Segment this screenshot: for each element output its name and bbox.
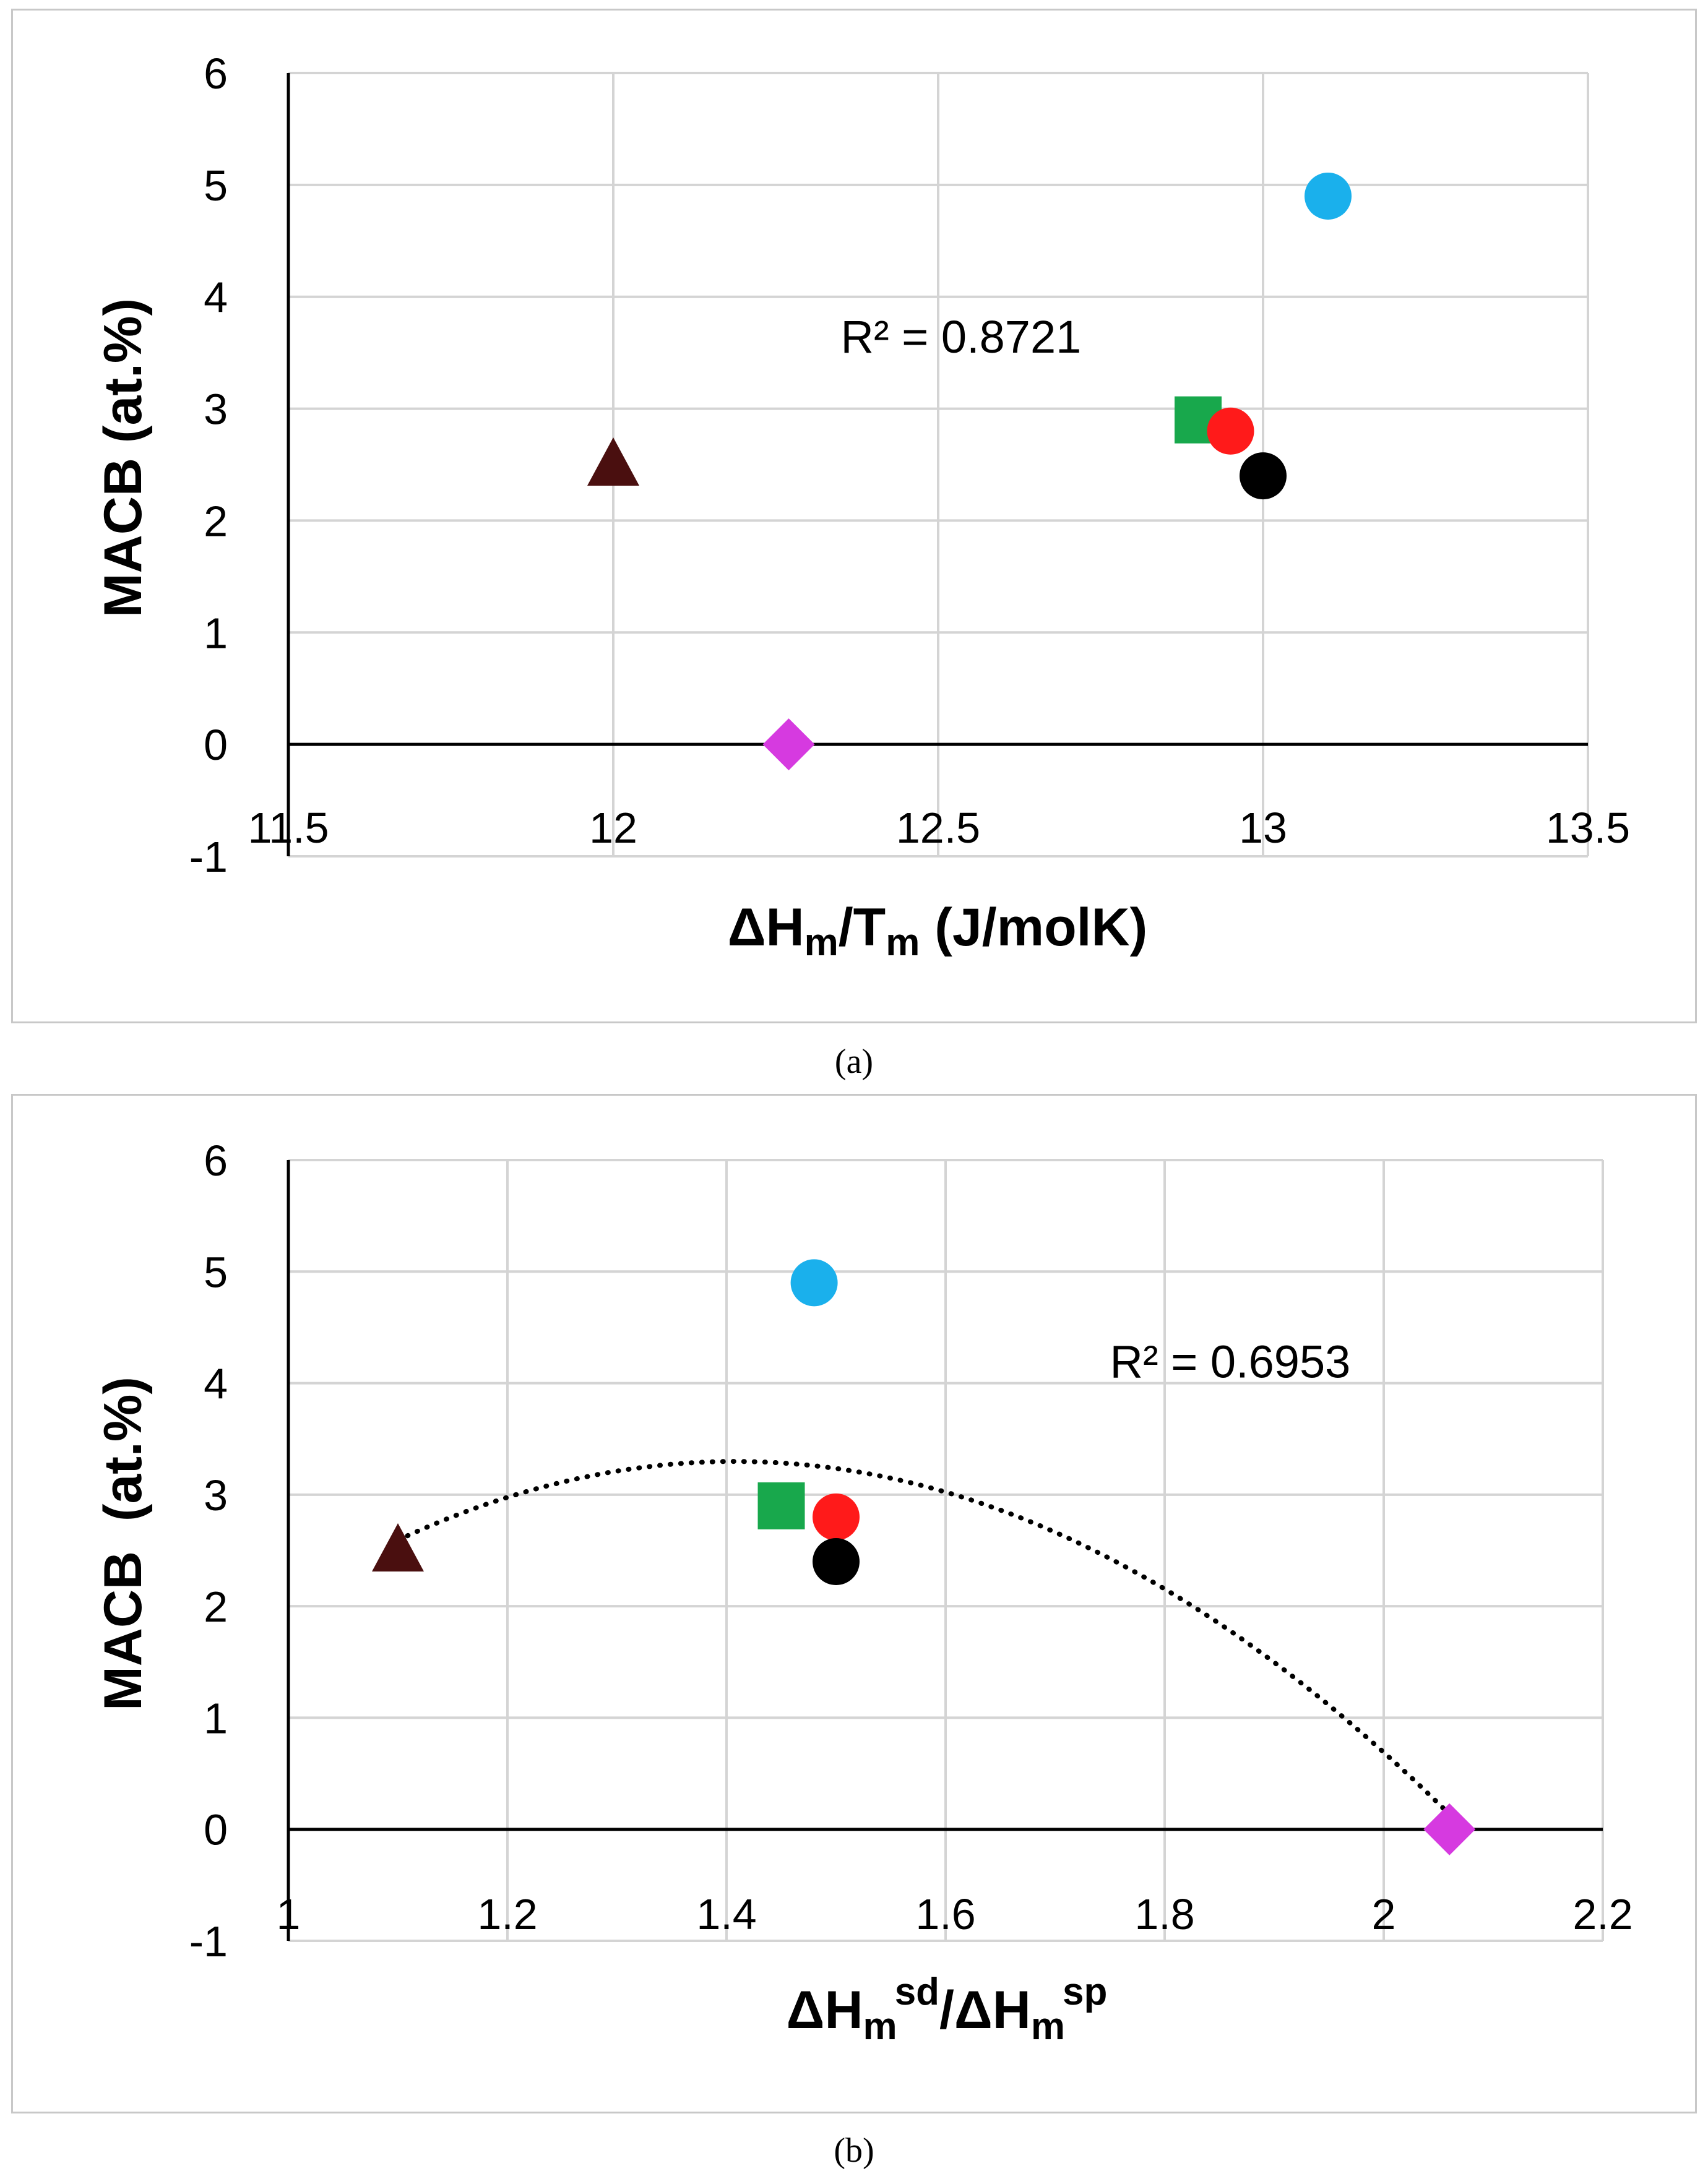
panel-label-b: (b) bbox=[834, 2131, 874, 2170]
y-tick-label-1: 0 bbox=[204, 1806, 228, 1854]
y-tick-label-6: 5 bbox=[204, 1248, 228, 1296]
y-tick-label-7: 6 bbox=[204, 1137, 228, 1185]
chart-b-grid bbox=[287, 1159, 1604, 1942]
y-tick-label-4: 3 bbox=[204, 385, 228, 434]
chart-a-xlabel-main: ΔH bbox=[728, 898, 804, 957]
y-tick-label-5: 4 bbox=[204, 273, 228, 322]
data-point-diamond-1 bbox=[762, 718, 815, 771]
data-point-diamond-1 bbox=[1423, 1803, 1476, 1855]
x-tick-label-2: 12.5 bbox=[896, 804, 980, 852]
x-tick-label-5: 2 bbox=[1372, 1890, 1396, 1938]
x-tick-label-6: 2.2 bbox=[1572, 1890, 1633, 1938]
chart-b-tick-labels: 1 1.2 1.4 1.6 1.8 2 2.2 -1 0 1 2 3 4 5 6 bbox=[189, 1137, 1633, 1966]
data-point-circle-5 bbox=[1305, 172, 1352, 220]
x-tick-label-3: 1.6 bbox=[915, 1890, 975, 1938]
chart-b: 1 1.2 1.4 1.6 1.8 2 2.2 -1 0 1 2 3 4 5 6 R² = 0.6953 M… bbox=[93, 1137, 1633, 2048]
data-point-circle-4 bbox=[813, 1538, 860, 1586]
data-point-triangle-0 bbox=[372, 1523, 424, 1571]
y-tick-label-3: 2 bbox=[204, 1583, 228, 1631]
x-tick-label-4: 13.5 bbox=[1546, 804, 1630, 852]
chart-b-trendline bbox=[395, 1459, 1452, 1817]
chart-b-points bbox=[372, 1259, 1476, 1855]
chart-b-r2-label: R² = 0.6953 bbox=[1110, 1336, 1351, 1388]
chart-a-xlabel-sub2: m bbox=[886, 921, 920, 964]
chart-a-xlabel-sub1: m bbox=[804, 921, 839, 964]
chart-b-xlabel-sub1: m bbox=[863, 2005, 897, 2048]
y-tick-label-7: 6 bbox=[204, 49, 228, 98]
y-tick-label-1: 0 bbox=[204, 721, 228, 769]
x-tick-label-3: 13 bbox=[1239, 804, 1287, 852]
data-point-circle-3 bbox=[1207, 407, 1254, 455]
chart-panel-b bbox=[11, 1094, 1697, 2113]
chart-b-xlabel-mid: /ΔH bbox=[939, 1980, 1031, 2040]
x-tick-label-2: 1.4 bbox=[696, 1890, 756, 1938]
chart-b-x-axis-title: ΔHmsd/ΔHmsp bbox=[787, 1971, 1108, 2048]
y-tick-label-0: -1 bbox=[189, 833, 228, 881]
chart-a-axes bbox=[287, 73, 1588, 856]
chart-b-xlabel-sub2: m bbox=[1031, 2005, 1065, 2048]
chart-b-xlabel-sup1: sd bbox=[895, 1971, 939, 2013]
x-tick-label-4: 1.8 bbox=[1134, 1890, 1194, 1938]
panel-label-a: (a) bbox=[834, 1043, 874, 1081]
x-tick-label-0: 1 bbox=[277, 1890, 301, 1938]
trendline-path bbox=[395, 1459, 1452, 1817]
chart-panel-a bbox=[11, 9, 1697, 1023]
data-point-circle-4 bbox=[1240, 452, 1287, 500]
data-point-square-2 bbox=[757, 1482, 805, 1529]
chart-a-points bbox=[587, 172, 1352, 771]
chart-a-xlabel-mid: /T bbox=[839, 898, 886, 957]
x-tick-label-1: 1.2 bbox=[477, 1890, 537, 1938]
y-tick-label-6: 5 bbox=[204, 161, 228, 210]
chart-b-y-axis-title: MACB (at.%) bbox=[93, 1377, 153, 1711]
x-tick-label-1: 12 bbox=[589, 804, 637, 852]
chart-a-r2-label: R² = 0.8721 bbox=[841, 311, 1082, 363]
y-tick-label-2: 1 bbox=[204, 1694, 228, 1742]
y-tick-label-2: 1 bbox=[204, 609, 228, 657]
chart-a-y-axis-title: MACB (at.%) bbox=[93, 298, 153, 617]
chart-a-grid bbox=[287, 72, 1589, 858]
y-tick-label-3: 2 bbox=[204, 497, 228, 545]
y-tick-label-0: -1 bbox=[189, 1917, 228, 1966]
chart-b-xlabel-sup2: sp bbox=[1063, 1971, 1107, 2013]
chart-b-axes bbox=[287, 1160, 1603, 1941]
y-tick-label-4: 3 bbox=[204, 1471, 228, 1520]
y-tick-label-5: 4 bbox=[204, 1360, 228, 1408]
chart-b-xlabel-main: ΔH bbox=[787, 1980, 863, 2040]
chart-a-xlabel-tail: (J/molK) bbox=[920, 898, 1147, 957]
data-point-circle-5 bbox=[790, 1259, 838, 1307]
chart-a-x-axis-title: ΔHm/Tm (J/molK) bbox=[728, 898, 1148, 964]
data-point-triangle-0 bbox=[587, 437, 639, 486]
x-tick-label-0: 11.5 bbox=[248, 804, 329, 852]
data-point-circle-3 bbox=[813, 1493, 860, 1541]
